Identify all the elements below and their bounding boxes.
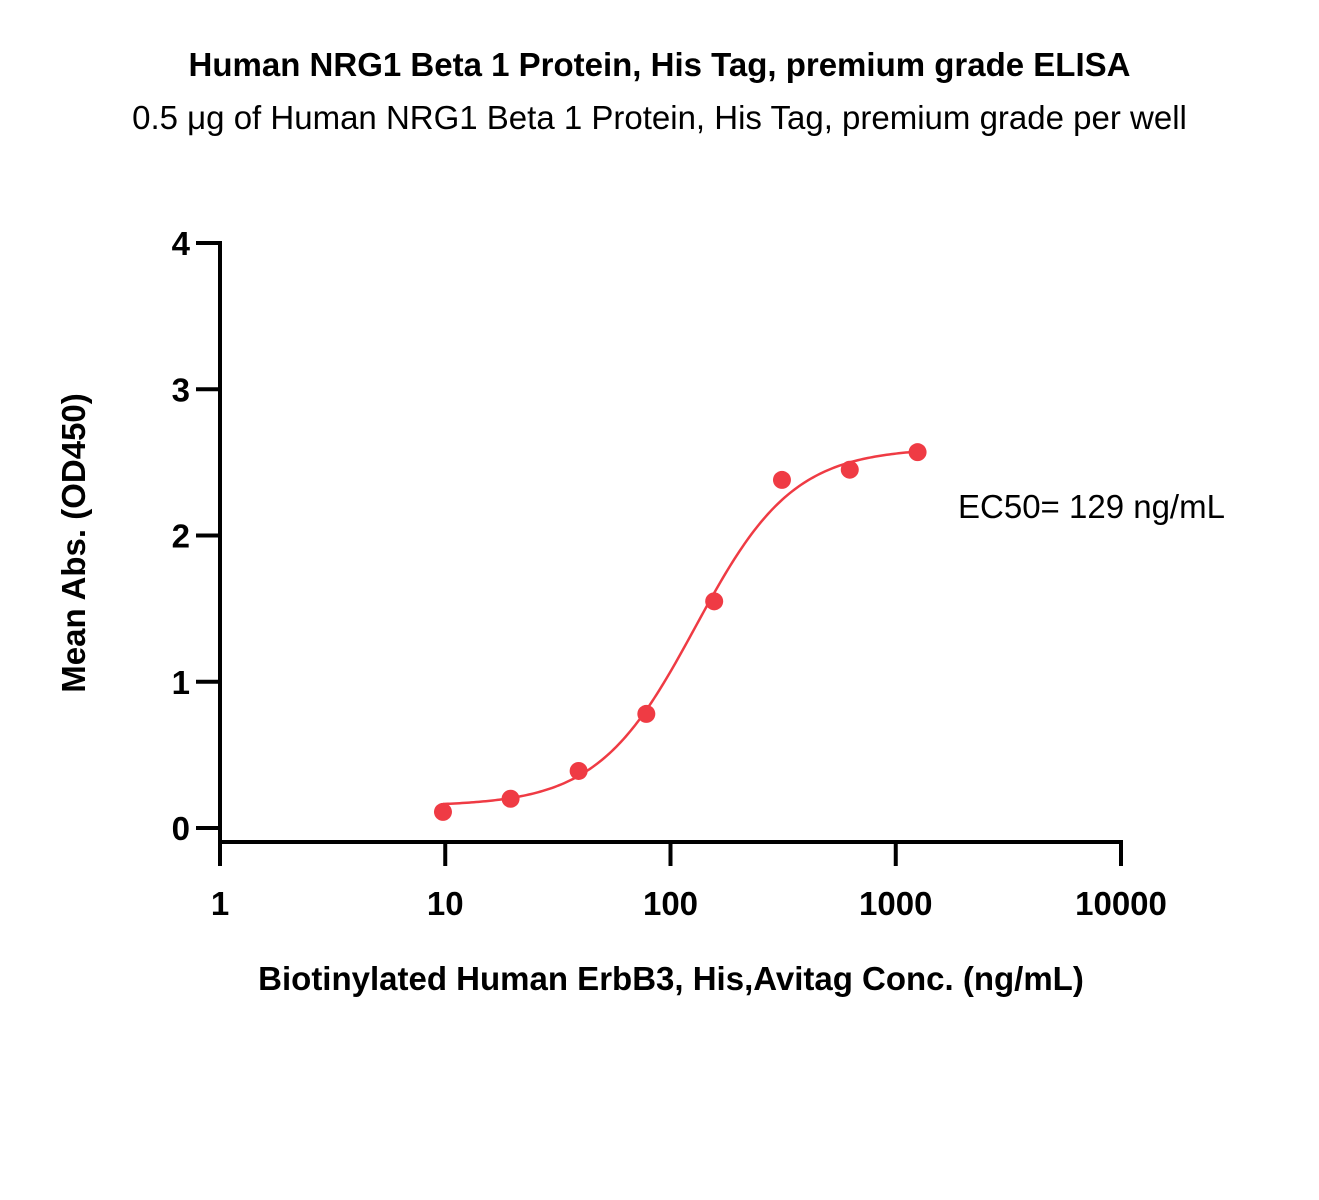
- y-tick-label: 2: [172, 518, 190, 555]
- data-point: [569, 761, 588, 780]
- axes: [218, 241, 1123, 844]
- ticks: 0 1 2 3 4 1 10 100 1000 10000: [172, 225, 1167, 922]
- data-point: [705, 592, 724, 611]
- x-tick-label: 1: [211, 885, 229, 922]
- ec50-annotation: EC50= 129 ng/mL: [958, 488, 1225, 525]
- data-point: [840, 460, 859, 479]
- fit-curve: [442, 450, 918, 806]
- x-tick-label: 10: [427, 885, 464, 922]
- data-point: [908, 443, 927, 462]
- x-axis-label: Biotinylated Human ErbB3, His,Avitag Con…: [258, 960, 1084, 997]
- x-tick-label: 100: [643, 885, 698, 922]
- y-axis-label: Mean Abs. (OD450): [55, 393, 92, 693]
- x-tick-label: 10000: [1075, 885, 1167, 922]
- y-tick-label: 4: [172, 225, 191, 262]
- data-points: [433, 443, 927, 821]
- chart-subtitle: 0.5 μg of Human NRG1 Beta 1 Protein, His…: [132, 99, 1187, 136]
- y-tick-label: 1: [172, 664, 190, 701]
- y-tick-label: 0: [172, 810, 190, 847]
- chart-title: Human NRG1 Beta 1 Protein, His Tag, prem…: [188, 46, 1131, 83]
- y-tick-label: 3: [172, 371, 190, 408]
- data-point: [772, 470, 791, 489]
- x-tick-label: 1000: [859, 885, 932, 922]
- data-point: [433, 802, 452, 821]
- data-point: [501, 789, 520, 808]
- data-point: [637, 704, 656, 723]
